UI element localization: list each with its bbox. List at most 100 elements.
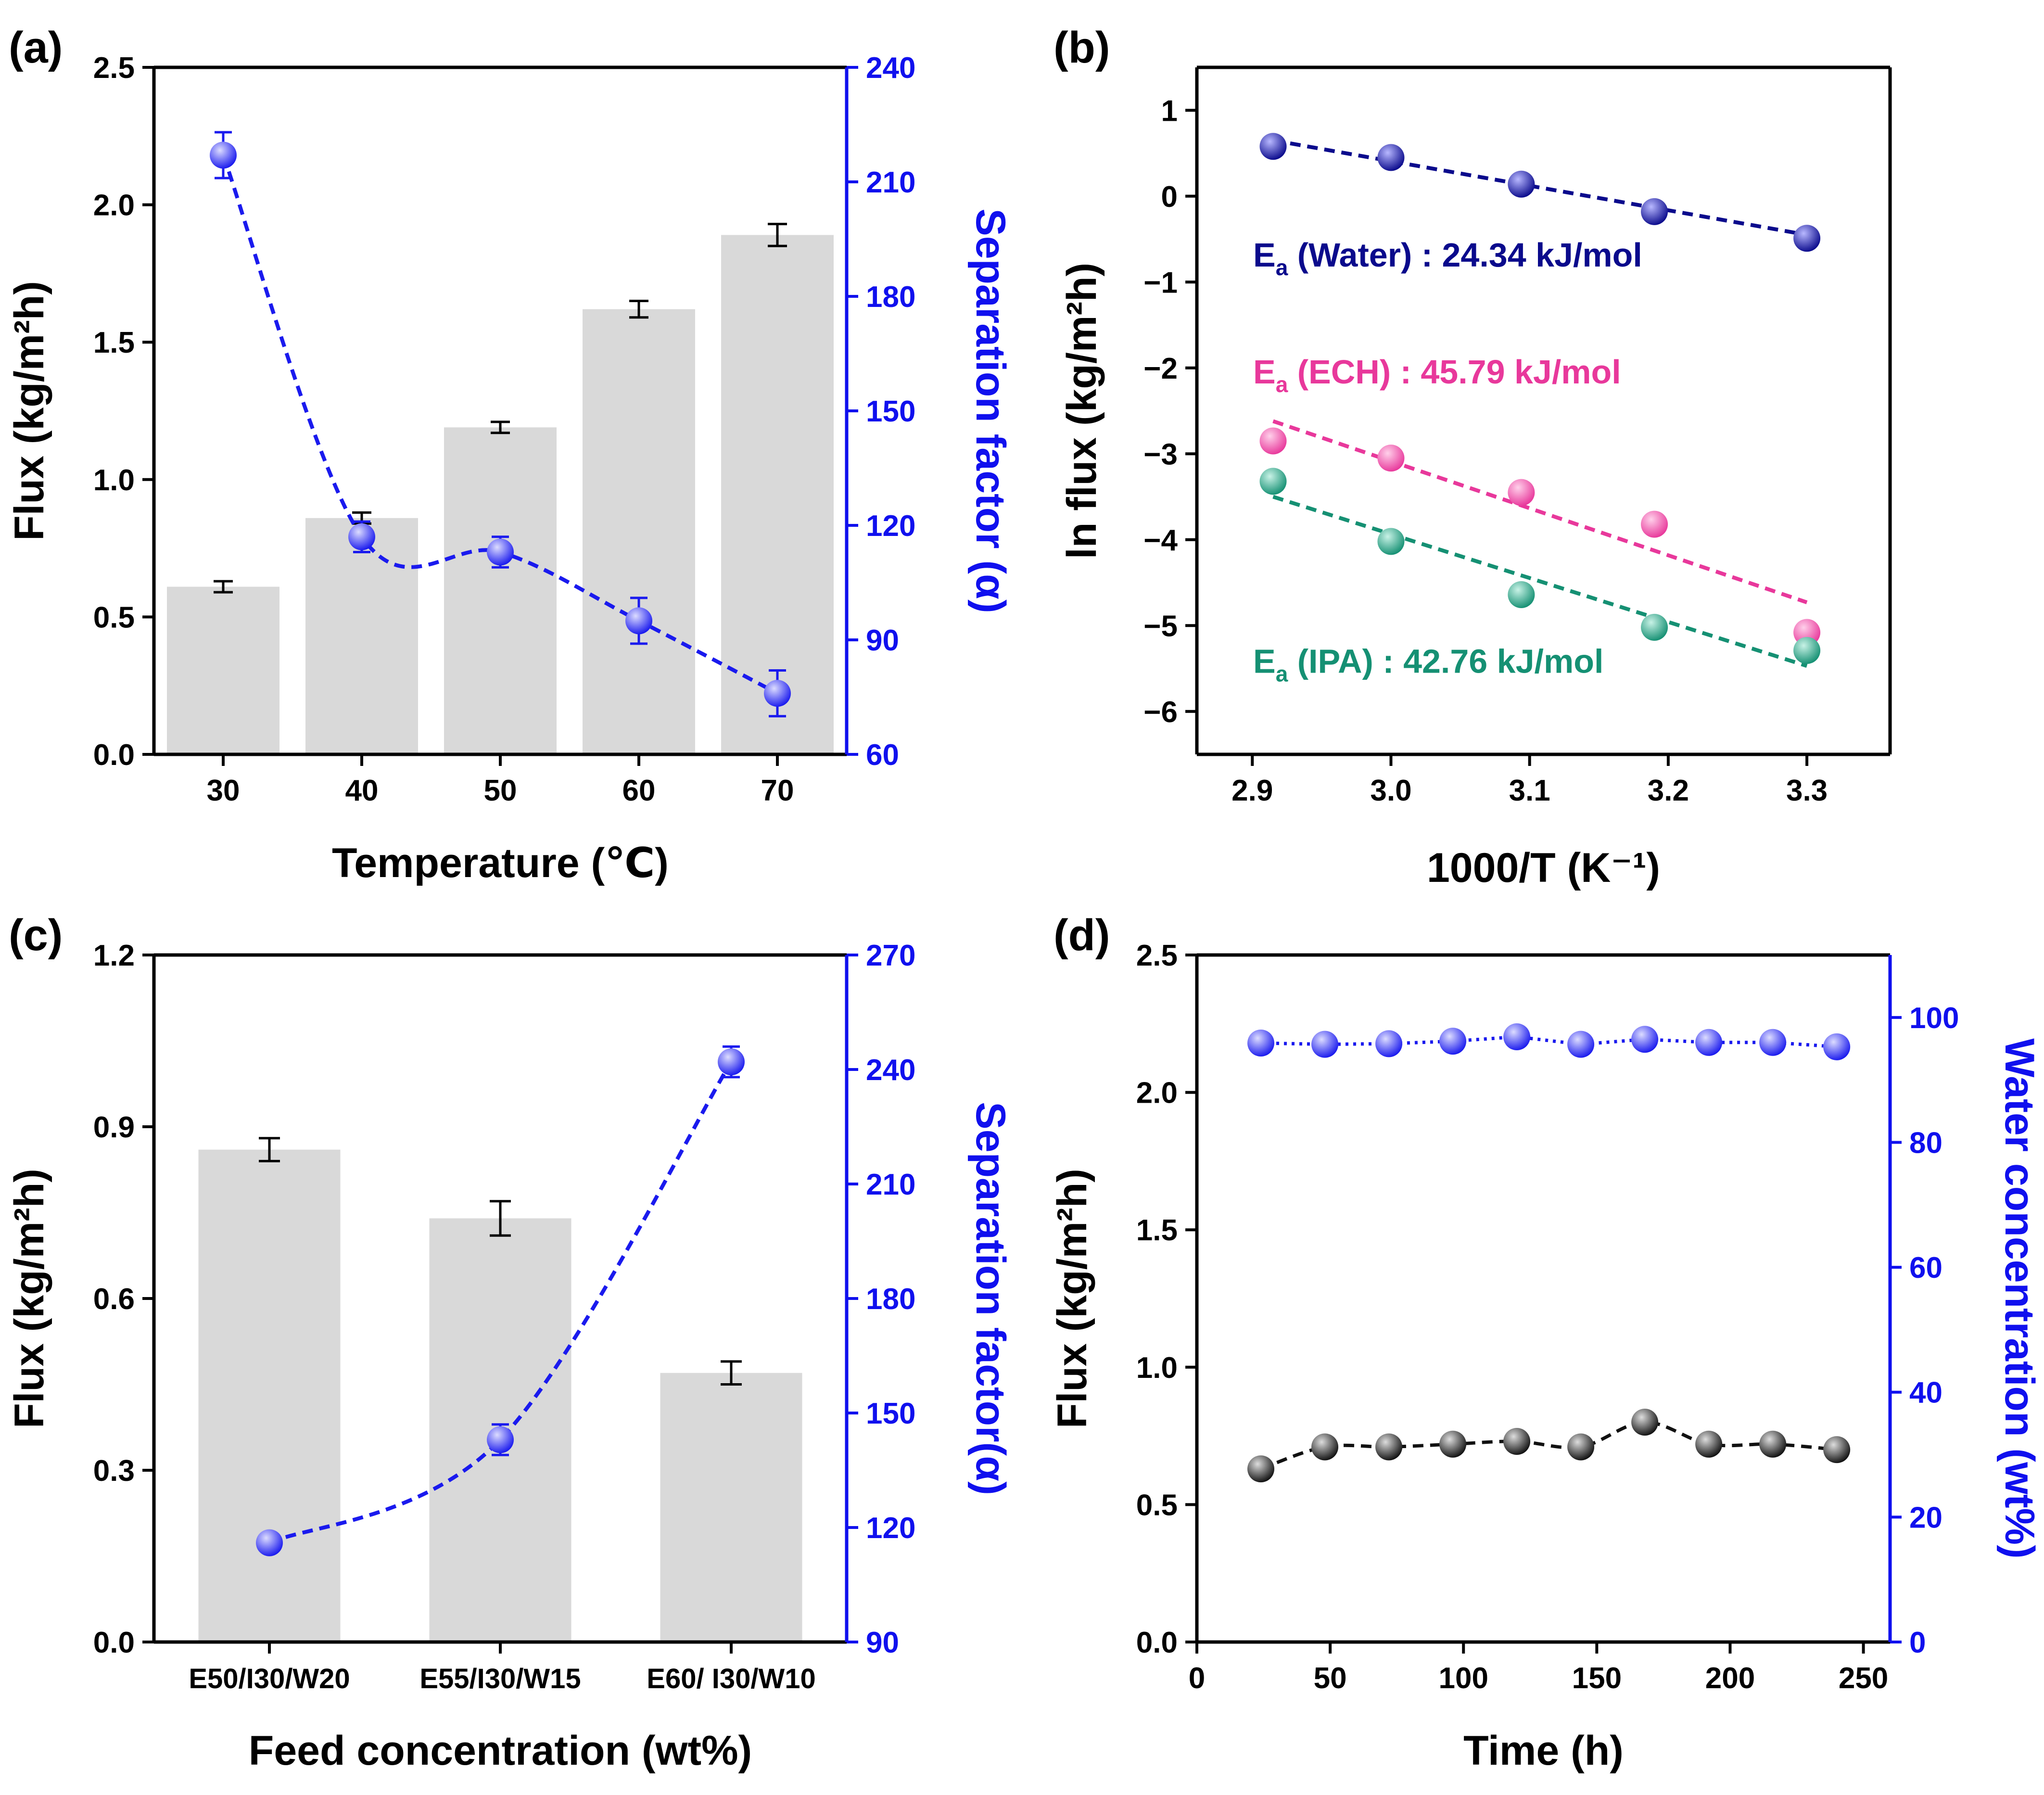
x-axis-title: Feed concentration (wt%): [249, 1728, 752, 1774]
axis-title: Water concentration (wt%): [1996, 1038, 2043, 1558]
water-concentration-point: [1823, 1033, 1851, 1060]
y2-tick-label: 210: [866, 1168, 915, 1201]
water-concentration-point: [1759, 1029, 1787, 1056]
axis-title: Flux (kg/m²h): [6, 281, 52, 541]
separation-factor-point: [718, 1048, 745, 1076]
y-tick-label: 0: [1161, 180, 1178, 214]
point-ech: [1377, 445, 1405, 472]
x-tick-label: 70: [761, 774, 794, 807]
x-tick-label: 3.0: [1370, 774, 1411, 807]
separation-factor-point: [487, 1426, 514, 1453]
activation-energy-label-ipa: Ea (IPA) : 42.76 kJ/mol: [1253, 642, 1603, 686]
axis-title: ln flux (kg/m²h): [1059, 263, 1105, 559]
panel-a: 30 40 50 60 70 0.0 0.5 1.0 1.5 2.0 2.5 60 90 120 150 18…: [6, 23, 1014, 886]
bar: [305, 518, 418, 754]
flux-point: [1759, 1430, 1787, 1458]
x-tick-label: 60: [622, 774, 656, 807]
y-tick-label: 1.0: [93, 464, 135, 497]
y-tick-label: 0.0: [93, 738, 135, 772]
water-concentration-point: [1247, 1030, 1275, 1057]
panel-label: (d): [1054, 911, 1110, 960]
water-concentration-point: [1567, 1031, 1595, 1058]
activation-energy-label-water: Ea (Water) : 24.34 kJ/mol: [1253, 236, 1642, 280]
axis-title: Flux (kg/m²h): [1049, 1169, 1095, 1428]
point-ipa: [1377, 528, 1405, 555]
y2-tick-label: 180: [866, 280, 915, 314]
panel-label: (a): [9, 23, 63, 72]
x-tick-label: 50: [1314, 1662, 1347, 1695]
water-concentration-point: [1631, 1026, 1659, 1053]
x-tick-label: 100: [1439, 1662, 1488, 1695]
y2-tick-label: 120: [866, 509, 915, 543]
point-ipa: [1793, 637, 1821, 664]
flux-point: [1823, 1436, 1851, 1464]
y2-tick-label: 240: [866, 1054, 915, 1087]
flux-point: [1311, 1433, 1339, 1461]
water-concentration-line: [1260, 1035, 1837, 1049]
y2-tick-label: 60: [1909, 1251, 1942, 1285]
panel-label: (b): [1054, 23, 1110, 72]
x-tick-label: 200: [1705, 1662, 1755, 1695]
y-tick-label: 1.2: [93, 939, 135, 972]
flux-point: [1439, 1430, 1467, 1458]
point-ech: [1508, 479, 1535, 506]
y2-tick-label: 40: [1909, 1376, 1942, 1410]
separation-factor-point: [625, 607, 652, 635]
y2-tick-label: 270: [866, 939, 915, 972]
point-water: [1508, 170, 1535, 198]
panel-c: E50/I30/W20 E55/I30/W15 E60/ I30/W10 0.0 0.3…: [6, 911, 1014, 1774]
y-tick-label: −5: [1143, 610, 1178, 643]
y2-tick-label: 210: [866, 166, 915, 199]
y-tick-label: −6: [1143, 696, 1178, 729]
y-tick-label: 2.5: [1136, 939, 1178, 972]
axis-title: Separation factor (α): [967, 208, 1014, 613]
bar: [721, 235, 834, 754]
flux-point: [1503, 1428, 1531, 1455]
separation-factor-line: [221, 154, 778, 695]
point-ipa: [1508, 581, 1535, 608]
y2-tick-label: 80: [1909, 1126, 1942, 1159]
y-tick-label: 0.0: [1136, 1626, 1178, 1659]
axis-title: Flux (kg/m²h): [6, 1169, 52, 1428]
y-tick-label: 2.5: [93, 51, 135, 85]
y-tick-label: 0.5: [93, 601, 135, 634]
y-tick-label: 0.9: [93, 1111, 135, 1144]
x-axis-title: Time (h): [1463, 1728, 1624, 1774]
separation-factor-point: [348, 523, 375, 550]
flux-point: [1567, 1433, 1595, 1461]
fit-line-water: [1272, 138, 1807, 237]
y-tick-label: 2.0: [1136, 1077, 1178, 1110]
water-concentration-point: [1375, 1030, 1403, 1057]
separation-factor-point: [764, 680, 791, 707]
x-tick-label: E55/I30/W15: [419, 1663, 581, 1694]
panel-d: 0 50 100 150 200 250 0.0 0.5 1.0 1.5 2.0 2.5 0 20 40 60…: [1049, 911, 2043, 1774]
y-tick-label: 0.3: [93, 1454, 135, 1488]
y-tick-label: 0.0: [93, 1626, 135, 1659]
flux-point: [1631, 1409, 1659, 1436]
y-tick-label: 1.5: [1136, 1214, 1178, 1247]
separation-factor-point: [256, 1529, 283, 1556]
point-water: [1793, 225, 1821, 252]
y-tick-label: −4: [1143, 524, 1178, 557]
x-axis-title: Temperature (℃): [332, 840, 669, 886]
flux-point: [1375, 1433, 1403, 1461]
fit-line-ech: [1272, 419, 1808, 604]
x-tick-label: 2.9: [1231, 774, 1273, 807]
bar: [167, 586, 279, 754]
y2-tick-label: 120: [866, 1512, 915, 1545]
bar: [660, 1373, 802, 1642]
y2-tick-label: 150: [866, 395, 915, 428]
panel-b: 2.9 3.0 3.1 3.2 3.3 1 0 −1 −2 −3 −4 −5 −6 Ea (Water) …: [1054, 23, 1892, 891]
y2-tick-label: 240: [866, 51, 915, 85]
x-tick-label: E60/ I30/W10: [647, 1663, 815, 1694]
x-tick-label: 50: [484, 774, 517, 807]
y2-tick-label: 90: [866, 1626, 899, 1659]
point-water: [1641, 198, 1668, 225]
flux-line: [1260, 1420, 1837, 1471]
point-water: [1259, 133, 1287, 160]
y-tick-label: 0.5: [1136, 1489, 1178, 1522]
water-concentration-point: [1503, 1023, 1531, 1051]
y-tick-label: 1.5: [93, 326, 135, 359]
bar: [444, 427, 557, 754]
